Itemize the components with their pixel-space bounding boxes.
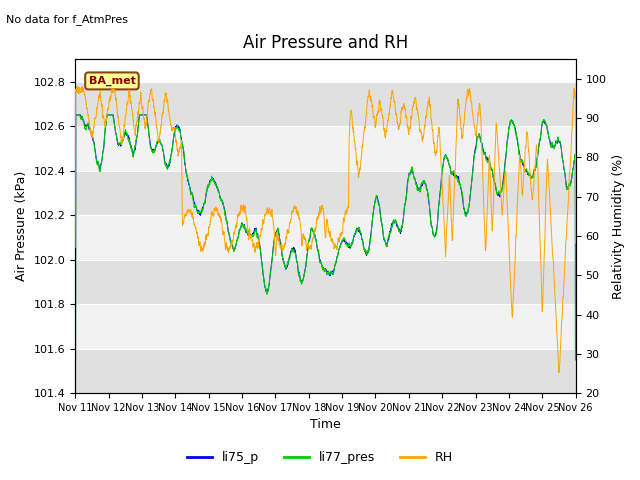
Text: BA_met: BA_met xyxy=(88,76,136,86)
Bar xyxy=(75,304,576,348)
Bar xyxy=(75,348,576,393)
Legend: li75_p, li77_pres, RH: li75_p, li77_pres, RH xyxy=(182,446,458,469)
Bar xyxy=(75,260,576,304)
Bar xyxy=(75,82,576,126)
Y-axis label: Relativity Humidity (%): Relativity Humidity (%) xyxy=(612,154,625,299)
Y-axis label: Air Pressure (kPa): Air Pressure (kPa) xyxy=(15,171,28,281)
Bar xyxy=(75,126,576,170)
X-axis label: Time: Time xyxy=(310,419,341,432)
Bar xyxy=(75,170,576,215)
Text: No data for f_AtmPres: No data for f_AtmPres xyxy=(6,14,129,25)
Title: Air Pressure and RH: Air Pressure and RH xyxy=(243,34,408,52)
Bar xyxy=(75,215,576,260)
